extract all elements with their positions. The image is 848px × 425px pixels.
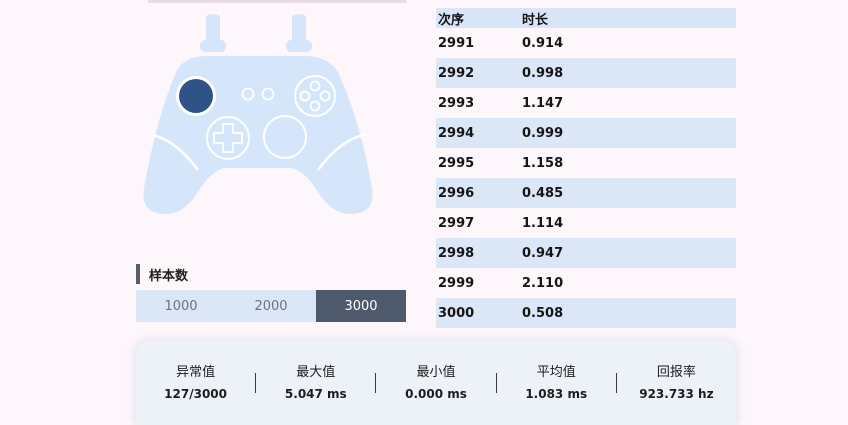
top-edge-bar bbox=[148, 0, 406, 3]
dpad-ring bbox=[206, 116, 250, 160]
row-index: 2996 bbox=[438, 185, 475, 201]
row-duration: 0.998 bbox=[522, 65, 564, 81]
left-stick-active-dot bbox=[179, 79, 213, 113]
column-header-index: 次序 bbox=[438, 12, 465, 28]
row-duration: 0.947 bbox=[522, 245, 564, 261]
stat-average: 平均值 1.083 ms bbox=[497, 361, 616, 401]
menu-button bbox=[261, 87, 275, 101]
stat-label: 最大值 bbox=[296, 365, 336, 380]
left-bumper bbox=[200, 40, 226, 52]
sample-size-title: 样本数 bbox=[136, 264, 188, 284]
sample-option-1000[interactable]: 1000 bbox=[164, 298, 198, 314]
table-row: 2993 1.147 bbox=[436, 88, 736, 118]
right-stick bbox=[263, 115, 307, 159]
face-buttons-ring bbox=[294, 75, 336, 117]
stat-value: 127/3000 bbox=[164, 387, 228, 401]
table-row: 3000 0.508 bbox=[436, 298, 736, 328]
stat-divider bbox=[495, 373, 497, 393]
stat-divider bbox=[375, 373, 377, 393]
controller-body bbox=[143, 56, 373, 214]
sample-table: 次序 时长 2991 0.914 2992 0.998 2993 1.147 2… bbox=[436, 8, 736, 328]
left-grip-line bbox=[149, 132, 200, 171]
gamepad-illustration bbox=[143, 14, 373, 214]
row-duration: 0.914 bbox=[522, 35, 564, 51]
title-accent-bar bbox=[136, 264, 140, 284]
row-index: 2991 bbox=[438, 35, 475, 51]
stat-value: 923.733 hz bbox=[639, 387, 714, 401]
row-index: 2997 bbox=[438, 215, 475, 231]
stat-value: 1.083 ms bbox=[525, 387, 588, 401]
stat-label: 回报率 bbox=[656, 365, 696, 380]
table-row: 2994 0.999 bbox=[436, 118, 736, 148]
face-button-y bbox=[309, 80, 321, 92]
row-index: 2995 bbox=[438, 155, 475, 171]
table-row: 2992 0.998 bbox=[436, 58, 736, 88]
row-duration: 0.485 bbox=[522, 185, 564, 201]
face-button-x bbox=[299, 90, 311, 102]
sample-size-label: 样本数 bbox=[149, 268, 189, 284]
stat-divider bbox=[255, 373, 257, 393]
table-row: 2999 2.110 bbox=[436, 268, 736, 298]
row-duration: 0.508 bbox=[522, 305, 564, 321]
row-index: 2999 bbox=[438, 275, 475, 291]
stats-panel: 异常值 127/3000 最大值 5.047 ms 最小值 0.000 ms 平… bbox=[136, 341, 736, 425]
right-grip-line bbox=[316, 132, 367, 171]
row-duration: 0.999 bbox=[522, 125, 564, 141]
row-duration: 2.110 bbox=[522, 275, 564, 291]
stat-divider bbox=[615, 373, 617, 393]
stat-value: 0.000 ms bbox=[405, 387, 467, 401]
face-button-a bbox=[309, 100, 321, 112]
row-index: 3000 bbox=[438, 305, 475, 321]
table-row: 2998 0.947 bbox=[436, 238, 736, 268]
table-header: 次序 时长 bbox=[436, 8, 736, 28]
view-button bbox=[241, 87, 255, 101]
dpad-cross bbox=[213, 123, 243, 153]
stat-min: 最小值 0.000 ms bbox=[376, 361, 495, 401]
stat-value: 5.047 ms bbox=[284, 387, 347, 401]
column-header-duration: 时长 bbox=[522, 12, 549, 28]
row-index: 2993 bbox=[438, 95, 475, 111]
table-row: 2991 0.914 bbox=[436, 28, 736, 58]
row-index: 2994 bbox=[438, 125, 475, 141]
row-duration: 1.158 bbox=[522, 155, 564, 171]
face-button-b bbox=[319, 90, 331, 102]
table-row: 2995 1.158 bbox=[436, 148, 736, 178]
row-index: 2992 bbox=[438, 65, 475, 81]
row-duration: 1.114 bbox=[522, 215, 564, 231]
stat-label: 平均值 bbox=[536, 365, 576, 380]
stat-polling-rate: 回报率 923.733 hz bbox=[617, 361, 736, 401]
right-bumper bbox=[286, 40, 312, 52]
stat-outliers: 异常值 127/3000 bbox=[136, 361, 255, 401]
table-row: 2996 0.485 bbox=[436, 178, 736, 208]
stat-label: 最小值 bbox=[416, 365, 456, 380]
sample-option-3000[interactable]: 3000 bbox=[316, 290, 406, 322]
sample-option-2000[interactable]: 2000 bbox=[254, 298, 288, 314]
stat-label: 异常值 bbox=[176, 365, 216, 380]
stat-max: 最大值 5.047 ms bbox=[256, 361, 375, 401]
sample-size-selector: 1000 2000 3000 bbox=[136, 290, 406, 322]
row-index: 2998 bbox=[438, 245, 475, 261]
row-duration: 1.147 bbox=[522, 95, 564, 111]
table-row: 2997 1.114 bbox=[436, 208, 736, 238]
